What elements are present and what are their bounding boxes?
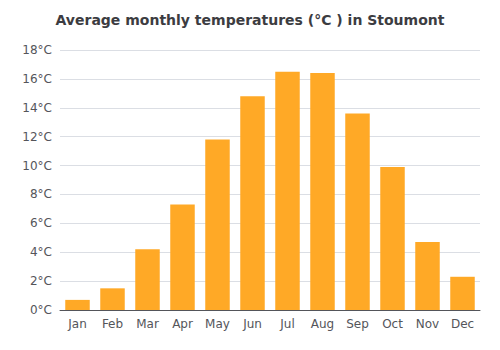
svg-text:0°C: 0°C [30, 303, 52, 317]
svg-text:10°C: 10°C [22, 159, 52, 173]
svg-text:14°C: 14°C [22, 101, 52, 115]
svg-text:6°C: 6°C [30, 216, 52, 230]
svg-text:2°C: 2°C [30, 274, 52, 288]
svg-text:Jun: Jun [242, 317, 262, 331]
svg-text:16°C: 16°C [22, 72, 52, 86]
svg-text:Mar: Mar [136, 317, 159, 331]
svg-text:Average monthly temperatures (: Average monthly temperatures (°C ) in St… [56, 12, 445, 28]
svg-text:Sep: Sep [346, 317, 369, 331]
svg-text:Apr: Apr [172, 317, 193, 331]
svg-text:12°C: 12°C [22, 130, 52, 144]
svg-text:4°C: 4°C [30, 245, 52, 259]
svg-text:Dec: Dec [451, 317, 474, 331]
svg-text:8°C: 8°C [30, 187, 52, 201]
svg-text:18°C: 18°C [22, 43, 52, 57]
svg-text:Feb: Feb [102, 317, 123, 331]
svg-text:Nov: Nov [416, 317, 439, 331]
svg-text:Oct: Oct [382, 317, 403, 331]
svg-text:Aug: Aug [311, 317, 334, 331]
svg-text:May: May [205, 317, 230, 331]
svg-text:Jan: Jan [67, 317, 87, 331]
svg-text:Jul: Jul [279, 317, 294, 331]
